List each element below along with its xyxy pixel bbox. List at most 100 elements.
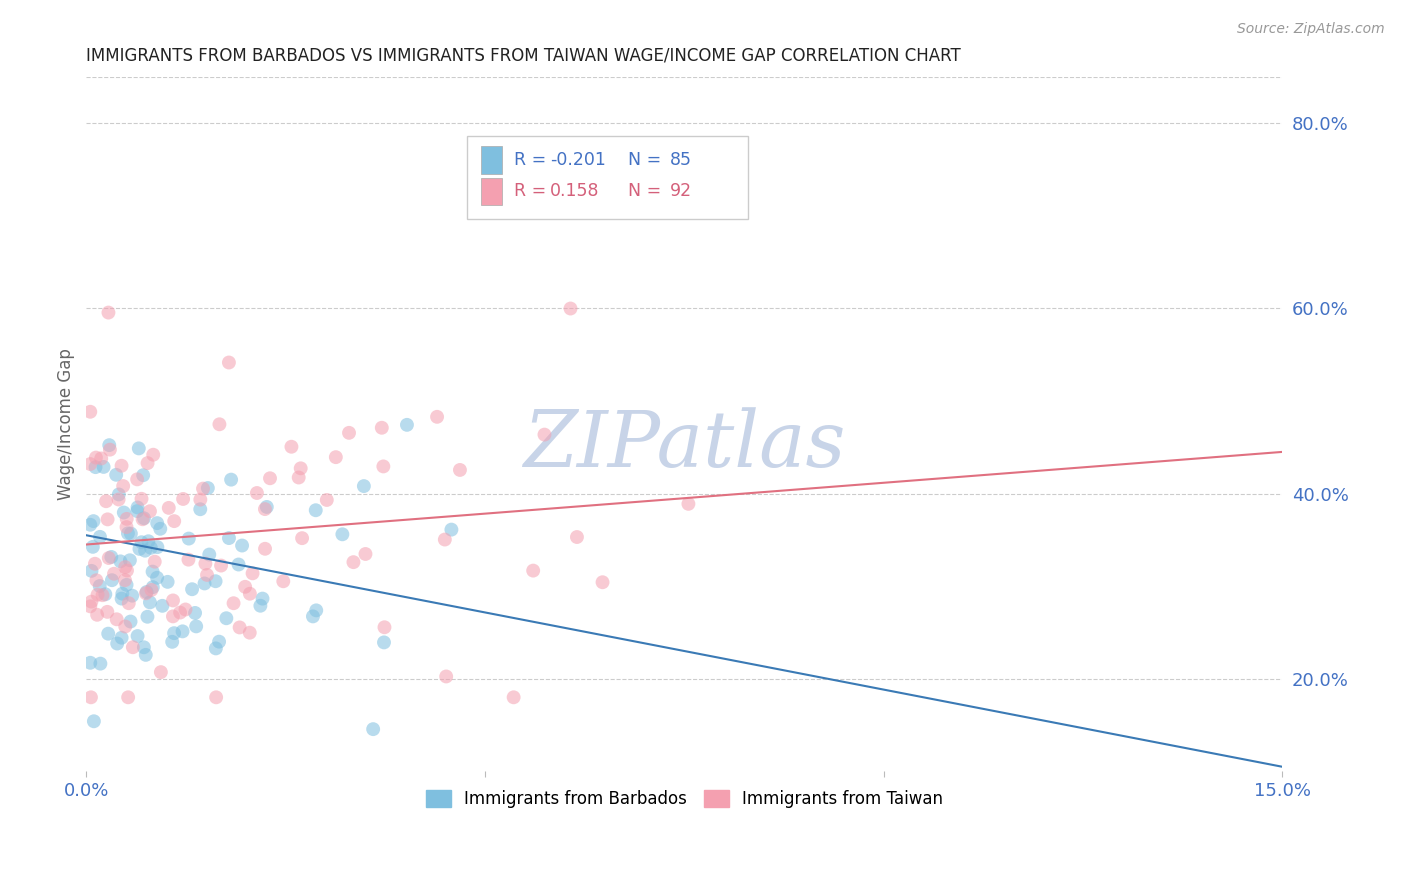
Point <box>149 522 172 536</box>
Point <box>93 459 115 474</box>
Point <box>208 417 231 432</box>
Point <box>197 481 219 495</box>
Point <box>115 512 138 526</box>
Point <box>522 564 544 578</box>
Bar <box>481 178 502 205</box>
Point <box>342 555 364 569</box>
Point <box>305 603 328 617</box>
Point <box>184 606 207 620</box>
Point <box>440 523 463 537</box>
Point <box>117 690 139 705</box>
Point <box>177 552 200 566</box>
Text: 85: 85 <box>669 152 692 169</box>
Point <box>146 516 169 530</box>
Point <box>219 473 242 487</box>
Text: 92: 92 <box>669 183 692 201</box>
Point <box>204 574 226 589</box>
Point <box>135 585 157 599</box>
Point <box>188 502 211 516</box>
Text: N =: N = <box>628 183 666 201</box>
Text: N =: N = <box>628 152 666 169</box>
Legend: Immigrants from Barbados, Immigrants from Taiwan: Immigrants from Barbados, Immigrants fro… <box>419 784 949 815</box>
Point <box>94 587 117 601</box>
Point <box>80 690 103 705</box>
Point <box>449 463 471 477</box>
Point <box>79 517 101 532</box>
Point <box>160 635 183 649</box>
Point <box>79 656 101 670</box>
Bar <box>481 146 502 174</box>
Point <box>252 591 274 606</box>
Point <box>120 526 142 541</box>
Point <box>191 482 214 496</box>
Point <box>246 486 269 500</box>
Text: -0.201: -0.201 <box>550 152 606 169</box>
Point <box>84 557 107 571</box>
Point <box>373 620 395 634</box>
Point <box>121 640 143 655</box>
Point <box>271 574 294 589</box>
Point <box>132 640 155 655</box>
Point <box>433 533 456 547</box>
Text: R =: R = <box>515 183 558 201</box>
Point <box>131 535 153 549</box>
Point <box>502 690 524 705</box>
Point <box>371 421 394 435</box>
Point <box>80 594 103 608</box>
Point <box>592 575 614 590</box>
Point <box>79 599 101 614</box>
Point <box>139 595 162 609</box>
Point <box>188 492 211 507</box>
Point <box>325 450 347 465</box>
Point <box>195 568 218 582</box>
Point <box>111 591 134 606</box>
Point <box>132 511 155 525</box>
Point <box>120 615 142 629</box>
Point <box>149 665 172 680</box>
Point <box>105 612 128 626</box>
Point <box>96 605 118 619</box>
Point <box>79 405 101 419</box>
Point <box>302 609 325 624</box>
Point <box>163 514 186 528</box>
Point <box>150 599 173 613</box>
Point <box>560 301 582 316</box>
Point <box>146 571 169 585</box>
Point <box>193 576 215 591</box>
Point <box>395 417 418 432</box>
Point <box>80 564 103 578</box>
Point <box>107 492 129 507</box>
Point <box>97 626 120 640</box>
Point <box>233 580 256 594</box>
Point <box>354 547 377 561</box>
Point <box>115 578 138 592</box>
Point <box>156 574 179 589</box>
Point <box>259 471 281 485</box>
Point <box>131 491 153 506</box>
Point <box>186 619 208 633</box>
Point <box>128 541 150 556</box>
Point <box>256 500 278 514</box>
Point <box>111 587 134 601</box>
Point <box>287 470 309 484</box>
Point <box>361 722 384 736</box>
Point <box>194 557 217 571</box>
Point <box>228 558 250 572</box>
Point <box>157 500 180 515</box>
Point <box>426 409 449 424</box>
Point <box>205 690 228 705</box>
Point <box>132 468 155 483</box>
Point <box>90 451 112 466</box>
Text: IMMIGRANTS FROM BARBADOS VS IMMIGRANTS FROM TAIWAN WAGE/INCOME GAP CORRELATION C: IMMIGRANTS FROM BARBADOS VS IMMIGRANTS F… <box>86 46 962 64</box>
Point <box>121 589 143 603</box>
Point <box>678 497 700 511</box>
Point <box>198 548 221 562</box>
Point <box>205 641 228 656</box>
Point <box>169 606 191 620</box>
Point <box>163 626 186 640</box>
Point <box>117 526 139 541</box>
Point <box>89 657 111 671</box>
Point <box>110 458 132 473</box>
Point <box>135 648 157 662</box>
Point <box>127 504 149 518</box>
